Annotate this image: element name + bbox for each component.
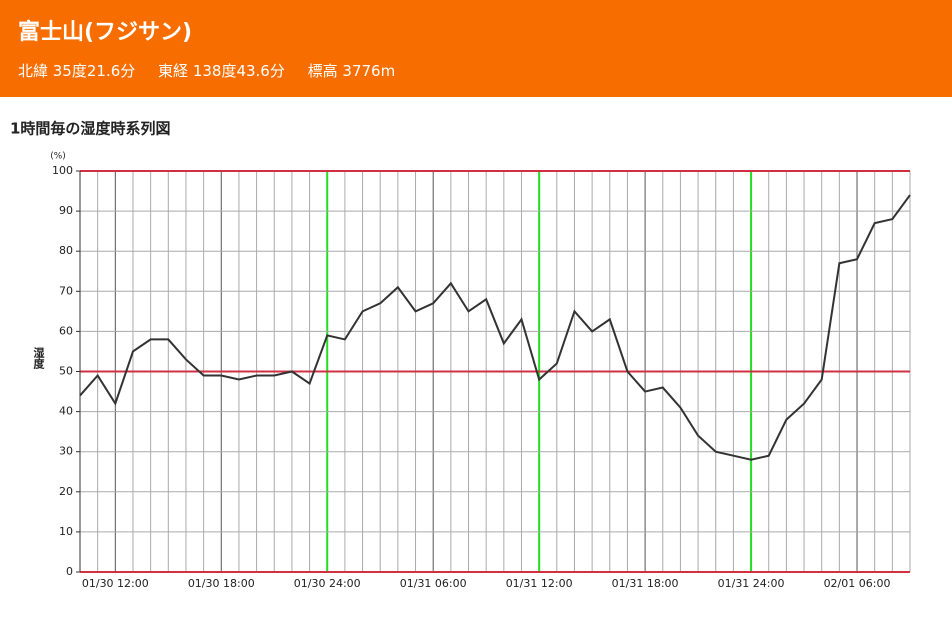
x-tick-label: 01/31 24:00	[718, 577, 785, 590]
y-tick-label: 70	[59, 284, 73, 297]
y-tick-label: 100	[52, 164, 73, 177]
x-tick-label: 01/30 24:00	[294, 577, 361, 590]
x-tick-label: 01/31 06:00	[400, 577, 467, 590]
altitude: 標高 3776m	[307, 62, 396, 80]
latitude: 北緯 35度21.6分	[18, 62, 136, 80]
x-tick-label: 01/31 12:00	[506, 577, 573, 590]
x-tick-label: 01/31 18:00	[612, 577, 679, 590]
y-tick-label: 90	[59, 204, 73, 217]
header: 富士山(フジサン) 北緯 35度21.6分 東経 138度43.6分 標高 37…	[0, 0, 952, 97]
x-tick-label: 02/01 06:00	[824, 577, 891, 590]
y-tick-label: 20	[59, 485, 73, 498]
y-tick-label: 40	[59, 405, 73, 418]
site-title: 富士山(フジサン)	[18, 20, 193, 45]
y-tick-label: 60	[59, 324, 73, 337]
humidity-line	[79, 194, 911, 461]
location: 北緯 35度21.6分 東経 138度43.6分 標高 3776m	[18, 60, 952, 81]
y-unit: (%)	[50, 152, 66, 162]
y-tick-label: 10	[59, 525, 73, 538]
longitude: 東経 138度43.6分	[158, 62, 285, 80]
x-tick-label: 01/30 12:00	[82, 577, 149, 590]
x-tick-label: 01/30 18:00	[188, 577, 255, 590]
y-axis-label: 湿度	[32, 346, 45, 370]
y-tick-label: 50	[59, 365, 73, 378]
y-tick-label: 30	[59, 445, 73, 458]
y-tick-label: 0	[66, 565, 73, 578]
chart: 1時間毎の湿度時系列図 (%) 湿度 01/30 12:00 01/30 18:0…	[10, 120, 911, 590]
chart-title: 1時間毎の湿度時系列図	[10, 120, 170, 138]
y-tick-label: 80	[59, 244, 73, 257]
